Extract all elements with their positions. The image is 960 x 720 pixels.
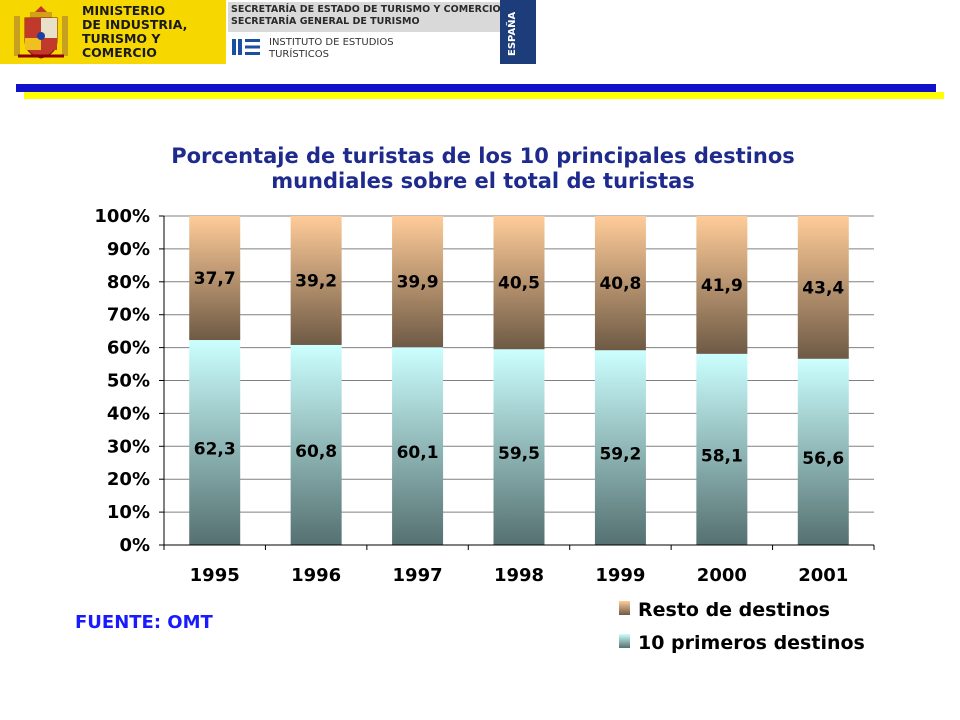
bar-segment xyxy=(392,347,444,545)
y-tick-label: 60% xyxy=(107,338,150,359)
ministry-line: TURISMO Y xyxy=(82,31,161,46)
bar-segment xyxy=(290,344,342,545)
legend-label: Resto de destinos xyxy=(638,599,830,621)
ministry-line: DE INDUSTRIA, xyxy=(82,17,188,32)
y-tick-label: 30% xyxy=(107,436,150,457)
bar-segment xyxy=(696,216,748,354)
secretaria-name: SECRETARÍA DE ESTADO DE TURISMO Y COMERC… xyxy=(228,2,501,32)
bar-segment xyxy=(189,340,241,545)
bar-segment xyxy=(290,216,342,345)
x-tick-label: 2001 xyxy=(798,565,848,586)
bars xyxy=(189,216,849,545)
data-label: 40,5 xyxy=(498,274,540,294)
bar-segment xyxy=(696,353,748,545)
data-label: 43,4 xyxy=(802,278,844,298)
x-tick-label: 2000 xyxy=(697,565,747,586)
source-note: FUENTE: OMT xyxy=(75,612,213,633)
chart-title-line: mundiales sobre el total de turistas xyxy=(271,169,695,193)
y-tick-label: 10% xyxy=(107,502,150,523)
yellow-divider xyxy=(24,92,944,99)
data-label: 59,5 xyxy=(498,444,540,464)
legend-swatch xyxy=(619,601,630,615)
x-tick-label: 1997 xyxy=(393,565,443,586)
y-tick-label: 90% xyxy=(107,239,150,260)
chart-title: Porcentaje de turistas de los 10 princip… xyxy=(100,144,866,194)
data-label: 56,6 xyxy=(802,449,844,469)
data-label: 60,8 xyxy=(295,442,337,462)
secretaria-line: SECRETARÍA GENERAL DE TURISMO xyxy=(231,16,420,27)
y-tick-label: 20% xyxy=(107,469,150,490)
x-tick-label: 1996 xyxy=(291,565,341,586)
bar-segment xyxy=(189,216,241,341)
institute-line: INSTITUTO DE ESTUDIOS xyxy=(269,37,394,48)
data-label: 37,7 xyxy=(194,269,236,289)
blue-divider xyxy=(16,84,936,92)
institute-line: TURÍSTICOS xyxy=(269,48,329,60)
data-label: 60,1 xyxy=(397,443,439,463)
ministry-banner: MINISTERIO DE INDUSTRIA, TURISMO Y COMER… xyxy=(0,0,226,64)
bar-segment xyxy=(493,349,545,545)
y-tick-label: 40% xyxy=(107,403,150,424)
y-tick-label: 0% xyxy=(119,535,150,556)
x-tick-label: 1998 xyxy=(494,565,544,586)
y-tick-label: 70% xyxy=(107,305,150,326)
x-tick-label: 1995 xyxy=(190,565,240,586)
data-label: 39,9 xyxy=(397,273,439,293)
data-label: 58,1 xyxy=(701,446,743,466)
ministry-line: MINISTERIO xyxy=(82,3,166,18)
ministry-name: MINISTERIO DE INDUSTRIA, TURISMO Y COMER… xyxy=(82,4,187,60)
bar-segment xyxy=(392,216,444,348)
chart-title-line: Porcentaje de turistas de los 10 princip… xyxy=(171,144,795,168)
coat-of-arms-icon xyxy=(14,6,68,59)
y-tick-label: 80% xyxy=(107,272,150,293)
institute-name: INSTITUTO DE ESTUDIOS TURÍSTICOS xyxy=(269,37,394,60)
data-label: 59,2 xyxy=(599,445,641,465)
ministry-line: COMERCIO xyxy=(82,45,157,60)
bar-segment xyxy=(797,216,849,359)
legend-label: 10 primeros destinos xyxy=(638,632,865,654)
data-labels: 62,3 37,7 60,8 39,2 60,1 39,9 59,5 40,5 59,2 40,8… xyxy=(194,269,845,469)
y-tick-label: 50% xyxy=(107,371,150,392)
bar-segment xyxy=(594,350,646,545)
y-tick-label: 100% xyxy=(94,206,150,227)
data-label: 40,8 xyxy=(599,274,641,294)
bar-segment xyxy=(594,216,646,351)
axes: 0% 10% 20% 30% 40% 50% 60% 70% 80% 90% 100% 1995 199… xyxy=(94,206,875,586)
data-label: 39,2 xyxy=(295,271,337,291)
bar-segment xyxy=(797,358,849,545)
data-label: 62,3 xyxy=(194,440,236,460)
espana-badge xyxy=(500,0,536,64)
legend: Resto de destinos 10 primeros destinos xyxy=(619,599,865,654)
legend-swatch xyxy=(619,634,630,648)
x-tick-label: 1999 xyxy=(595,565,645,586)
data-label: 41,9 xyxy=(701,276,743,296)
bar-segment xyxy=(493,216,545,350)
secretaria-line: SECRETARÍA DE ESTADO DE TURISMO Y COMERC… xyxy=(231,4,501,15)
institute-logo-icon xyxy=(232,39,260,55)
